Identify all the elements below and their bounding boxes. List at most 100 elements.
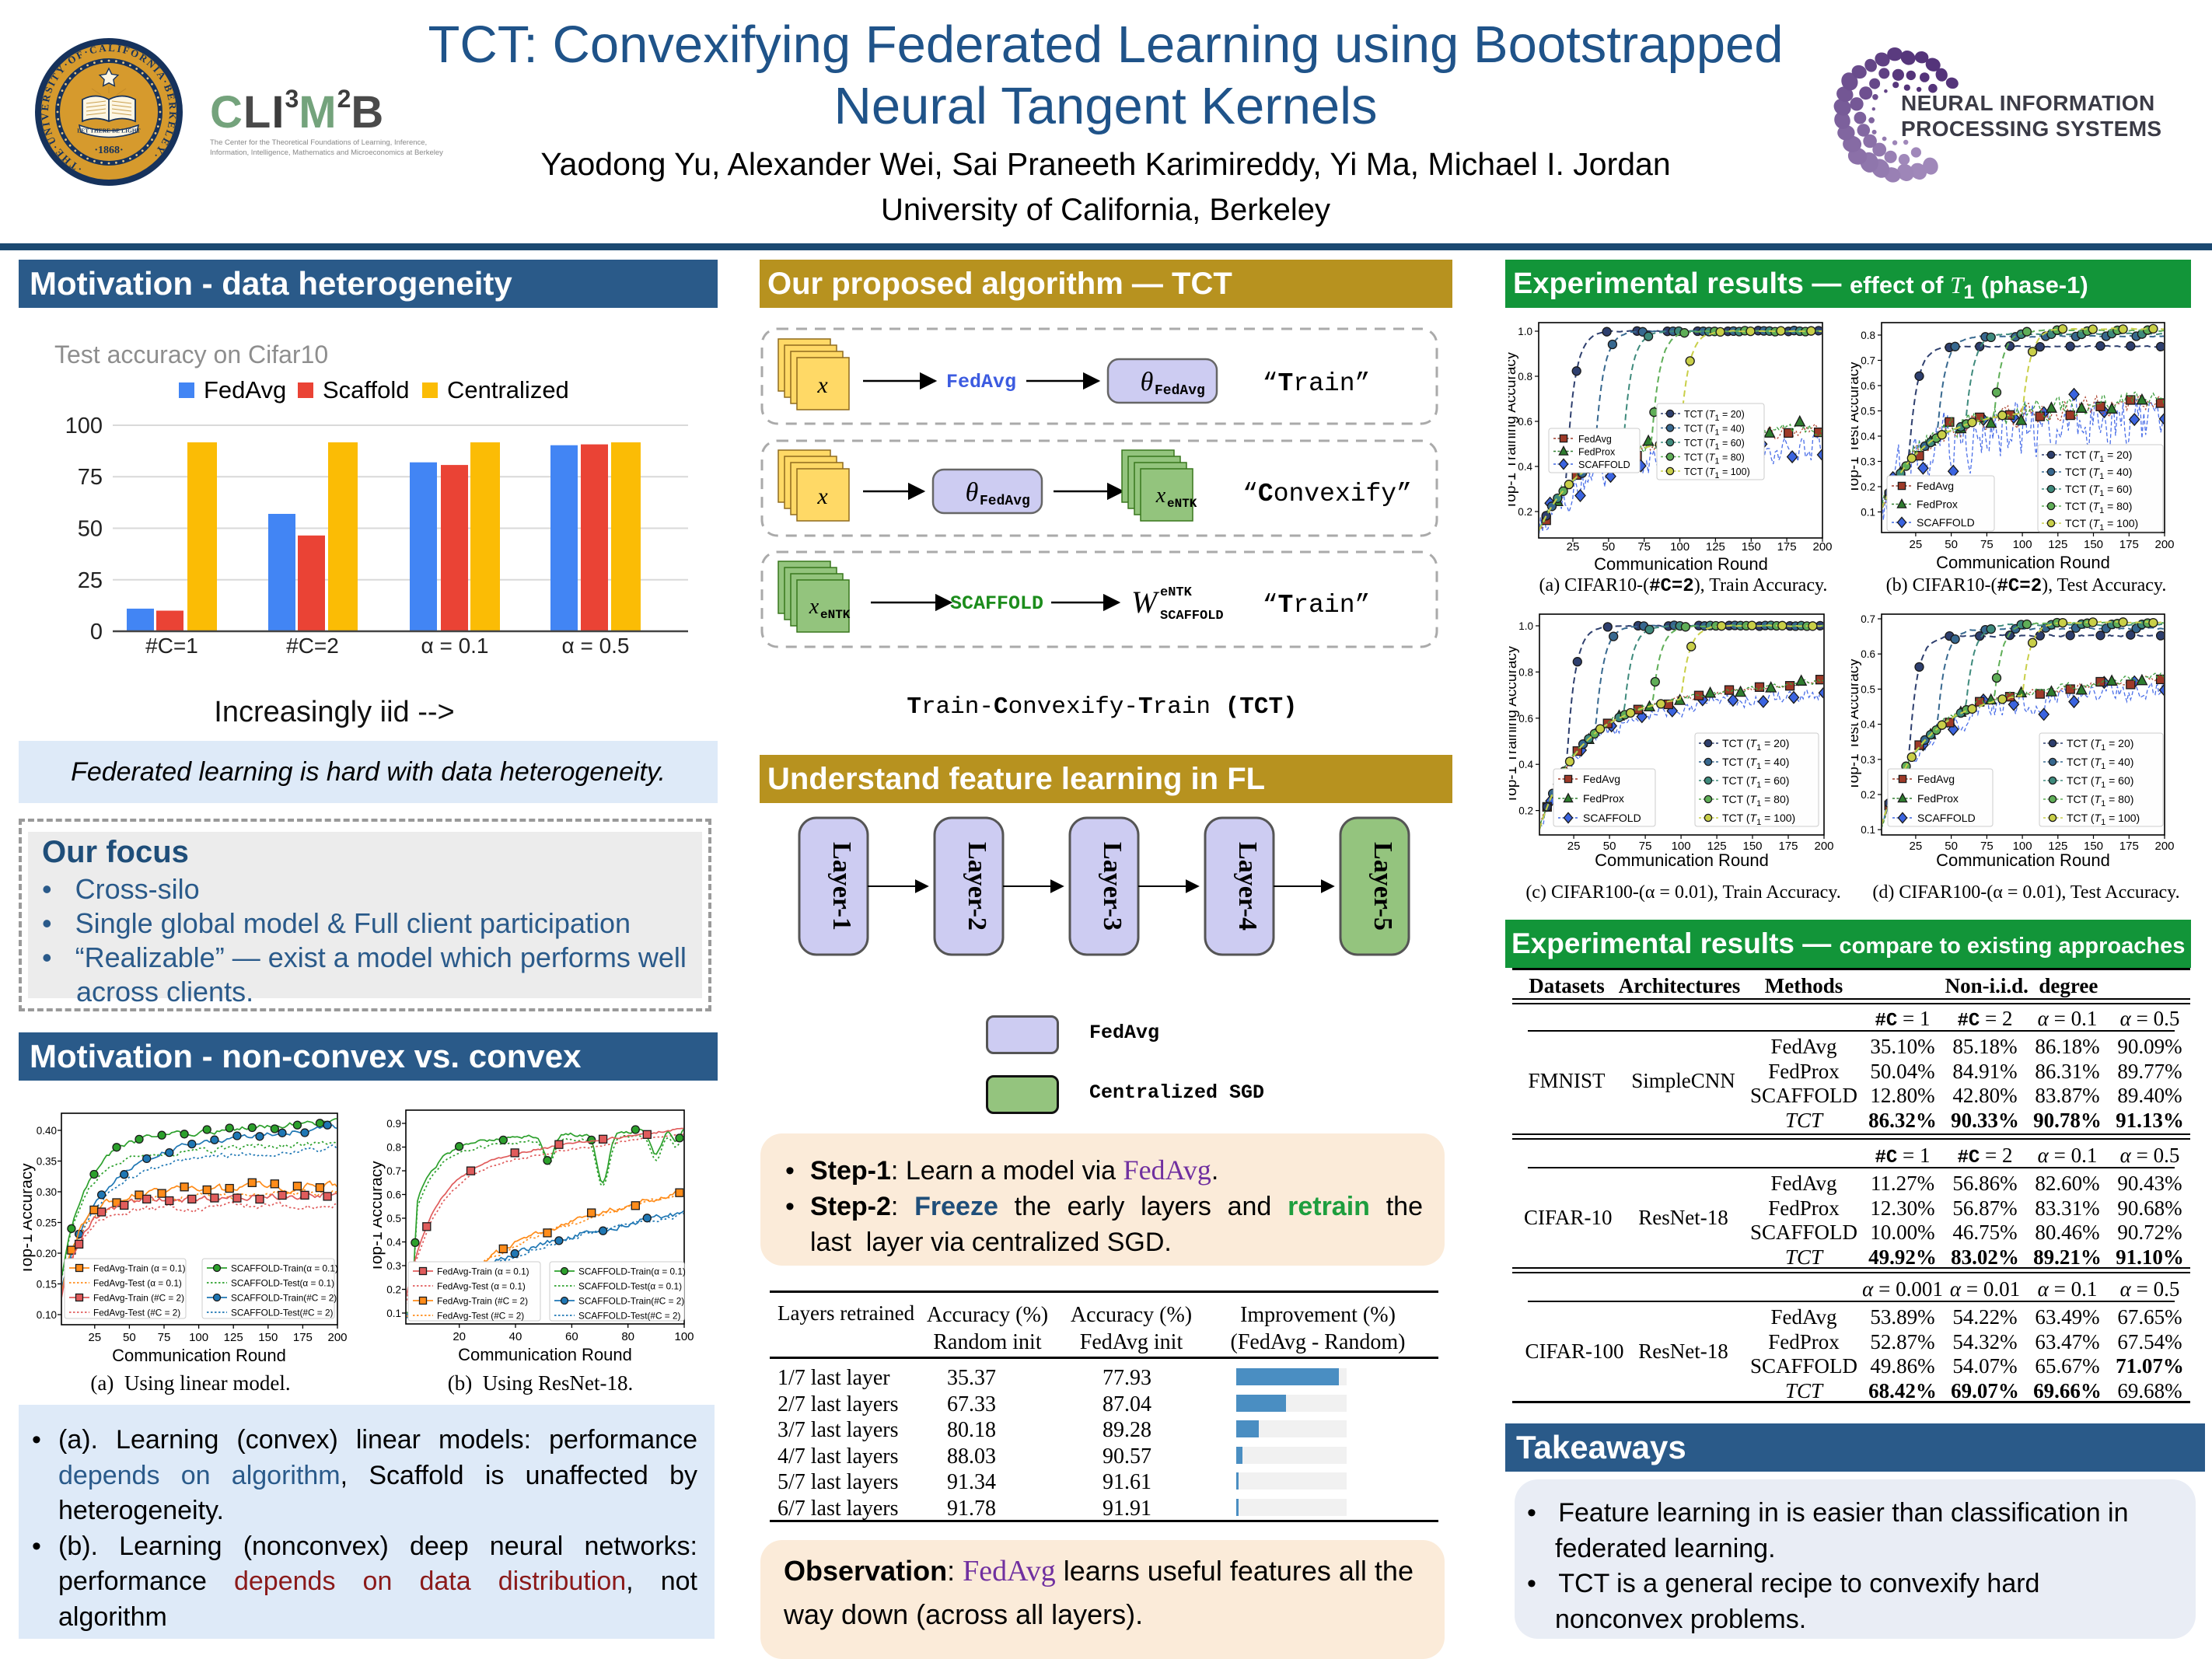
svg-text:x: x (809, 595, 819, 619)
svg-text:NEURAL INFORMATION: NEURAL INFORMATION (1901, 91, 2155, 115)
svg-text:0.1: 0.1 (1861, 824, 1875, 836)
svg-text:TCT (T1 = 60): TCT (T1 = 60) (2065, 483, 2132, 498)
svg-text:0: 0 (90, 620, 103, 644)
svg-text:TCT (T1 = 80): TCT (T1 = 80) (2065, 500, 2132, 515)
svg-text:TCT (T1 = 40): TCT (T1 = 40) (1684, 424, 1745, 438)
svg-text:SCAFFOLD-Test(α = 0.1): SCAFFOLD-Test(α = 0.1) (578, 1281, 682, 1292)
svg-text:FedAvg-Train (#C = 2): FedAvg-Train (#C = 2) (93, 1293, 184, 1304)
svg-text:FedProx: FedProx (1578, 447, 1616, 458)
svg-text:#C=2: #C=2 (286, 634, 339, 658)
svg-text:FedAvg: FedAvg (204, 376, 286, 403)
svg-text:TCT (T1 = 20): TCT (T1 = 20) (1684, 409, 1745, 423)
svg-text:175: 175 (2119, 538, 2139, 551)
svg-text:θ: θ (1141, 368, 1154, 396)
svg-text:FedAvg-Test (#C = 2): FedAvg-Test (#C = 2) (437, 1311, 524, 1322)
svg-text:75: 75 (158, 1331, 171, 1344)
svg-text:0.30: 0.30 (37, 1186, 57, 1198)
svg-text:eNTK: eNTK (1160, 585, 1193, 600)
svg-text:125: 125 (2048, 840, 2067, 853)
svg-text:100: 100 (1670, 540, 1690, 554)
svg-text:FedAvg: FedAvg (1155, 383, 1205, 399)
svg-text:0.6: 0.6 (1861, 380, 1875, 392)
svg-text:0.8: 0.8 (1861, 330, 1875, 341)
svg-text:TCT (T1 = 100): TCT (T1 = 100) (1722, 812, 1795, 827)
svg-text:“Train”: “Train” (1263, 591, 1371, 620)
svg-text:0.1: 0.1 (386, 1308, 401, 1319)
svg-text:Top-1 Test Accuracy: Top-1 Test Accuracy (1851, 658, 1862, 791)
svg-text:125: 125 (1706, 540, 1725, 554)
svg-text:50: 50 (123, 1331, 136, 1344)
svg-text:0.5: 0.5 (1861, 683, 1875, 695)
svg-text:TCT (T1 = 80): TCT (T1 = 80) (2067, 793, 2133, 809)
svg-text:TCT (T1 = 100): TCT (T1 = 100) (1684, 466, 1750, 480)
svg-text:0.35: 0.35 (37, 1156, 57, 1168)
svg-text:0.8: 0.8 (1518, 371, 1532, 382)
svg-text:·1868·: ·1868· (94, 145, 123, 156)
svg-text:Communication Round: Communication Round (1594, 554, 1768, 574)
svg-text:0.7: 0.7 (1861, 613, 1875, 625)
svg-text:1.0: 1.0 (1518, 620, 1533, 632)
svg-text:SCAFFOLD-Test(#C = 2): SCAFFOLD-Test(#C = 2) (231, 1308, 334, 1318)
svg-text:100: 100 (65, 414, 103, 438)
svg-text:Layer-3: Layer-3 (1098, 842, 1127, 931)
svg-text:FedAvg-Train (#C = 2): FedAvg-Train (#C = 2) (437, 1296, 528, 1307)
svg-text:TCT (T1 = 40): TCT (T1 = 40) (2065, 466, 2132, 481)
svg-text:θ: θ (966, 478, 979, 507)
svg-text:0.6: 0.6 (1518, 416, 1532, 428)
svg-text:0.6: 0.6 (386, 1189, 401, 1201)
svg-text:TCT (T1 = 100): TCT (T1 = 100) (2067, 812, 2140, 827)
svg-text:SCAFFOLD: SCAFFOLD (950, 592, 1043, 615)
svg-text:FedAvg: FedAvg (980, 494, 1030, 509)
svg-text:FedAvg: FedAvg (1578, 434, 1612, 445)
svg-text:125: 125 (224, 1331, 243, 1344)
svg-text:α = 0.5: α = 0.5 (561, 634, 629, 658)
svg-text:0.6: 0.6 (1518, 713, 1533, 725)
svg-text:Communication Round: Communication Round (1936, 553, 2110, 572)
svg-text:200: 200 (1812, 540, 1832, 554)
svg-text:SCAFFOLD: SCAFFOLD (1578, 459, 1630, 470)
svg-text:TCT (T1 = 60): TCT (T1 = 60) (1722, 774, 1789, 790)
svg-text:Test accuracy on Cifar10: Test accuracy on Cifar10 (54, 341, 328, 368)
svg-text:Centralized: Centralized (447, 376, 569, 403)
svg-text:125: 125 (1707, 840, 1727, 853)
svg-text:Layer-5: Layer-5 (1368, 842, 1397, 931)
svg-text:0.8: 0.8 (386, 1142, 401, 1154)
svg-text:SCAFFOLD-Train(#C = 2): SCAFFOLD-Train(#C = 2) (578, 1296, 684, 1307)
svg-text:TCT (T1 = 20): TCT (T1 = 20) (2065, 449, 2132, 464)
svg-text:#C=1: #C=1 (145, 634, 198, 658)
svg-text:175: 175 (293, 1331, 313, 1344)
svg-text:150: 150 (2084, 538, 2103, 551)
svg-text:200: 200 (1814, 840, 1833, 853)
svg-text:100: 100 (2013, 538, 2032, 551)
svg-text:100: 100 (1672, 840, 1691, 853)
svg-text:100: 100 (2013, 840, 2032, 853)
svg-text:0.40: 0.40 (37, 1125, 57, 1137)
svg-text:Top-1 Test Accuracy: Top-1 Test Accuracy (1851, 361, 1862, 494)
svg-text:TCT (T1 = 20): TCT (T1 = 20) (2067, 737, 2133, 753)
svg-text:0.5: 0.5 (386, 1213, 401, 1224)
svg-text:0.3: 0.3 (1861, 754, 1875, 766)
svg-text:50: 50 (78, 517, 103, 542)
svg-text:0.2: 0.2 (386, 1284, 401, 1296)
svg-text:75: 75 (1980, 538, 1994, 551)
svg-text:x: x (816, 372, 828, 398)
svg-text:FedAvg: FedAvg (1917, 480, 1954, 492)
svg-text:0.4: 0.4 (1518, 461, 1532, 473)
svg-text:125: 125 (2048, 538, 2067, 551)
svg-text:Top-1 Accuracy: Top-1 Accuracy (373, 1161, 386, 1273)
svg-text:50: 50 (1945, 538, 1958, 551)
svg-text:SCAFFOLD: SCAFFOLD (1583, 812, 1641, 824)
svg-text:eNTK: eNTK (820, 608, 851, 622)
svg-text:25: 25 (1910, 840, 1923, 853)
svg-text:x: x (1155, 484, 1166, 508)
svg-text:75: 75 (78, 465, 103, 490)
svg-text:Layer-4: Layer-4 (1233, 842, 1262, 931)
svg-text:0.15: 0.15 (37, 1279, 57, 1291)
svg-text:Communication Round: Communication Round (1595, 850, 1769, 870)
svg-text:SCAFFOLD: SCAFFOLD (1917, 516, 1975, 529)
svg-text:α = 0.1: α = 0.1 (421, 634, 488, 658)
svg-text:W: W (1131, 585, 1160, 620)
svg-text:Top-1 Training Accuracy: Top-1 Training Accuracy (1508, 351, 1519, 509)
svg-text:SCAFFOLD-Train(α = 0.1): SCAFFOLD-Train(α = 0.1) (578, 1266, 686, 1277)
svg-text:150: 150 (258, 1331, 278, 1344)
